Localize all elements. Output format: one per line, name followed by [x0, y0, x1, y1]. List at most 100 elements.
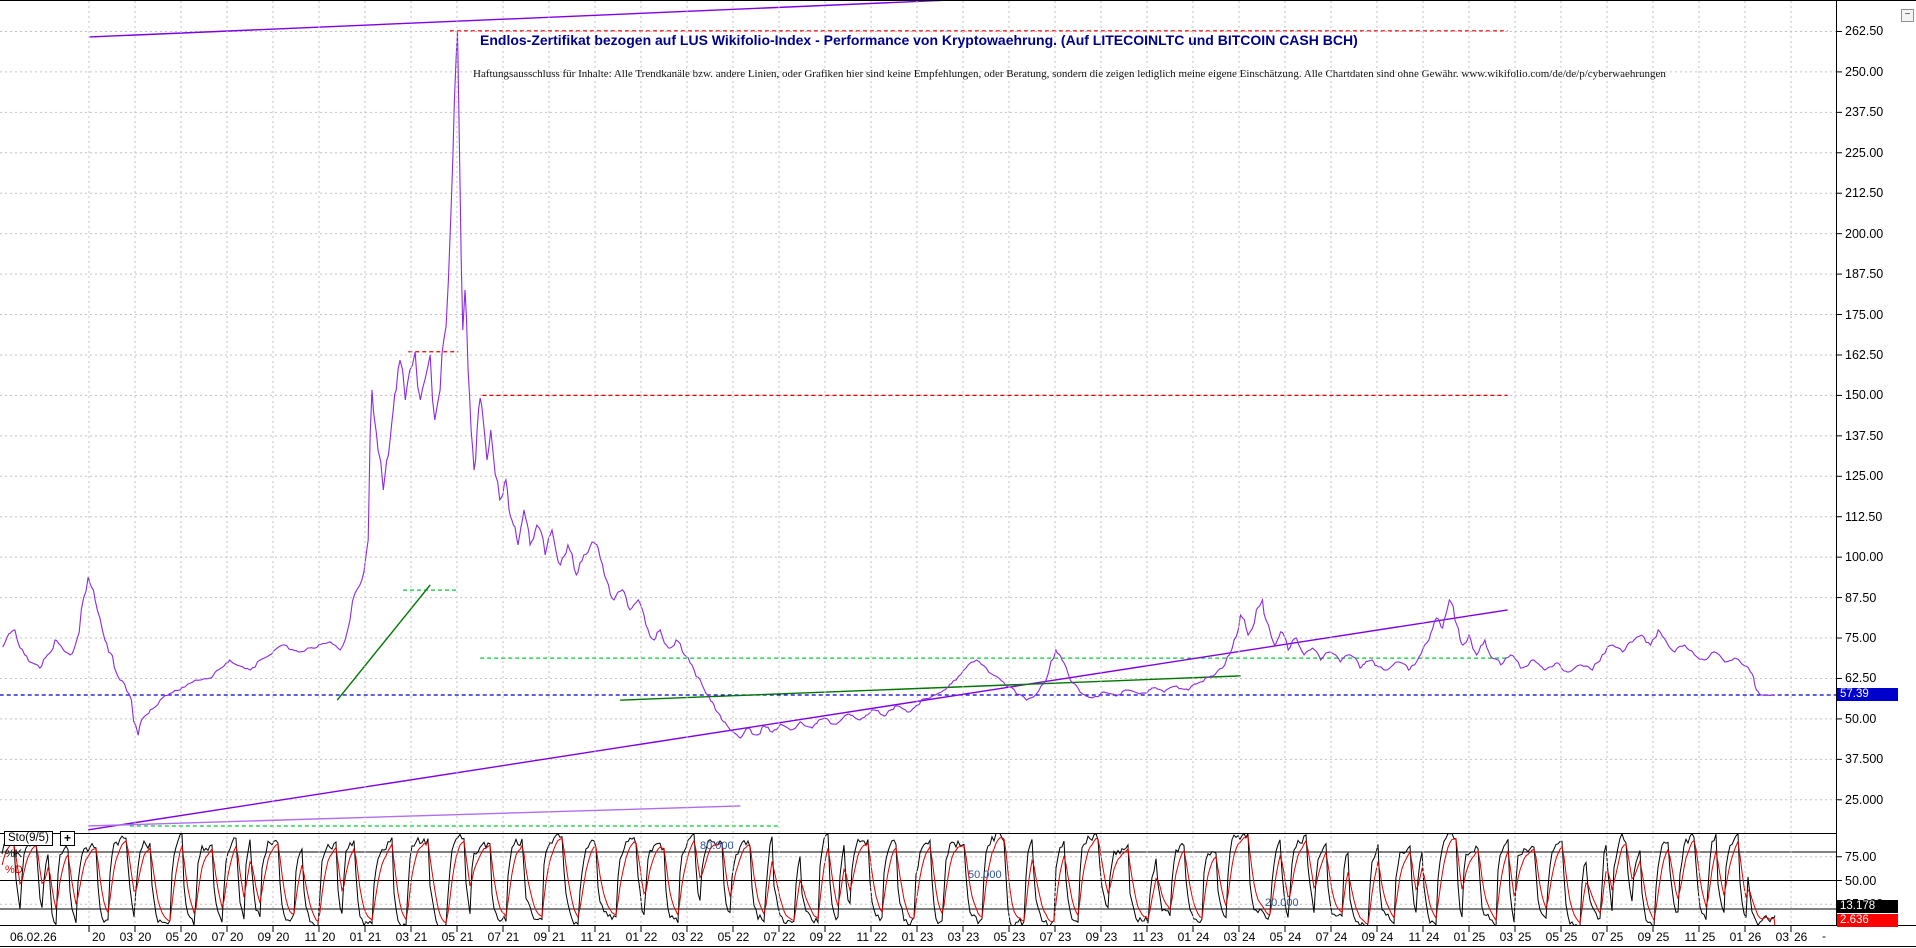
osc-level-label: 50.000: [968, 868, 1002, 881]
y-axis-label: 87.50: [1845, 590, 1877, 605]
x-axis-month: 07: [1315, 930, 1329, 944]
x-axis-year: 22: [828, 930, 842, 944]
x-axis-month: 03: [671, 930, 685, 944]
x-axis-month: 05: [441, 930, 455, 944]
x-axis-year: 20: [322, 930, 336, 944]
x-axis-year: 24: [1426, 930, 1440, 944]
x-axis-month: 01: [1177, 930, 1191, 944]
d-value: 2.636: [1840, 913, 1869, 926]
y-axis-label: 200.00: [1845, 226, 1884, 241]
y-axis-label: 175.00: [1845, 307, 1884, 322]
x-axis-year: 23: [1150, 930, 1164, 944]
x-axis-year: 22: [736, 930, 750, 944]
scroll-dash-button[interactable]: -: [1822, 929, 1826, 943]
main-chart-surface[interactable]: [0, 0, 1836, 833]
trendline-steep-green-support: [336, 584, 431, 701]
x-axis-year: 25: [1702, 930, 1716, 944]
x-axis-year: 25: [1610, 930, 1624, 944]
x-axis-year: 24: [1380, 930, 1394, 944]
x-axis-year: 22: [690, 930, 704, 944]
x-axis-month: 07: [763, 930, 777, 944]
x-axis-year: 23: [1104, 930, 1118, 944]
x-axis-month: 09: [533, 930, 547, 944]
x-axis-month: 05: [1545, 930, 1559, 944]
x-axis-month: 05: [165, 930, 179, 944]
x-axis-month: 01: [901, 930, 915, 944]
x-axis-year: 24: [1242, 930, 1256, 944]
x-axis-year: 23: [1058, 930, 1072, 944]
x-axis-month: 09: [1085, 930, 1099, 944]
indicator-label-button[interactable]: Sto(9/5): [4, 831, 53, 846]
y-axis-label: 37.500: [1845, 752, 1884, 767]
plus-icon: +: [63, 831, 71, 845]
x-axis-year: 24: [1196, 930, 1210, 944]
chart-disclaimer: Haftungsausschluss für Inhalte: Alle Tre…: [473, 68, 1666, 80]
x-axis-month: 07: [1591, 930, 1605, 944]
x-axis-year: 25: [1472, 930, 1486, 944]
x-axis-month: 03: [1223, 930, 1237, 944]
trendline-shallow-green-support: [620, 675, 1241, 701]
indicator-name: Sto(9/5): [8, 832, 49, 844]
y-axis-label: 50.00: [1845, 711, 1877, 726]
y-axis-label: 162.50: [1845, 347, 1884, 362]
x-axis-year: 21: [414, 930, 428, 944]
osc-axis-label: 75.00: [1845, 849, 1877, 864]
y-axis-label: 212.50: [1845, 186, 1884, 201]
y-axis-label: 100.00: [1845, 550, 1884, 565]
x-axis-month: 11: [856, 930, 869, 944]
y-axis-label: 237.50: [1845, 105, 1884, 120]
x-axis-year: 21: [552, 930, 566, 944]
collapse-panel-button[interactable]: −: [1901, 9, 1914, 22]
y-axis-label: 125.00: [1845, 469, 1884, 484]
x-axis-month: 11: [1684, 930, 1697, 944]
x-axis-month: 11: [580, 930, 593, 944]
x-axis-month: 05: [1269, 930, 1283, 944]
x-axis-year: 26: [1748, 930, 1762, 944]
y-axis-label: 150.00: [1845, 388, 1884, 403]
price-line: [2, 31, 1775, 739]
x-axis-month: 01: [1729, 930, 1743, 944]
x-axis-month: 01: [625, 930, 639, 944]
x-axis-year: 25: [1564, 930, 1578, 944]
x-axis-month: 09: [1361, 930, 1375, 944]
y-axis-label: 137.50: [1845, 428, 1884, 443]
last-date-label: 06.02.26: [10, 930, 57, 944]
x-axis-month: 11: [304, 930, 317, 944]
x-axis-year: 23: [920, 930, 934, 944]
x-axis-month: 03: [119, 930, 133, 944]
x-axis-month: 07: [211, 930, 225, 944]
x-axis-month: 11: [1408, 930, 1421, 944]
x-axis-year: 24: [1288, 930, 1302, 944]
osc-level-label: 80.000: [700, 840, 734, 852]
x-axis-year: 25: [1656, 930, 1670, 944]
x-axis-year: 20: [138, 930, 152, 944]
chart-title: Endlos-Zertifikat bezogen auf LUS Wikifo…: [480, 32, 1358, 48]
stochastic-k-line: [1, 833, 1776, 926]
x-axis-year: 22: [782, 930, 796, 944]
y-axis-label: 187.50: [1845, 267, 1884, 282]
add-indicator-button[interactable]: +: [60, 831, 75, 846]
osc-axis-label: 50.00: [1845, 873, 1877, 888]
osc-level-label: 20.000: [1265, 897, 1299, 909]
stochastic-d-line: [1, 835, 1776, 926]
x-axis-month: 05: [717, 930, 731, 944]
d-value-marker: 2.636: [1837, 913, 1898, 927]
x-axis-month: 03: [947, 930, 961, 944]
current-price-marker: 57.39: [1837, 688, 1898, 701]
x-axis-year: 21: [598, 930, 612, 944]
x-axis-year: 21: [506, 930, 520, 944]
current-price-value: 57.39: [1840, 688, 1869, 700]
x-axis-year: 22: [644, 930, 658, 944]
trendline-lower-channel-inner: [88, 805, 741, 827]
x-axis-year: 21: [368, 930, 382, 944]
x-axis-month: 07: [487, 930, 501, 944]
y-axis-label: 225.00: [1845, 145, 1884, 160]
x-axis-year: 23: [1012, 930, 1026, 944]
main-chart-layer: [0, 0, 1836, 831]
x-axis-year: 25: [1518, 930, 1532, 944]
x-axis-year: 20: [276, 930, 290, 944]
oscillator-surface[interactable]: [0, 833, 1836, 926]
trendline-upper-channel: [89, 0, 950, 38]
x-axis-month: 03: [1499, 930, 1513, 944]
